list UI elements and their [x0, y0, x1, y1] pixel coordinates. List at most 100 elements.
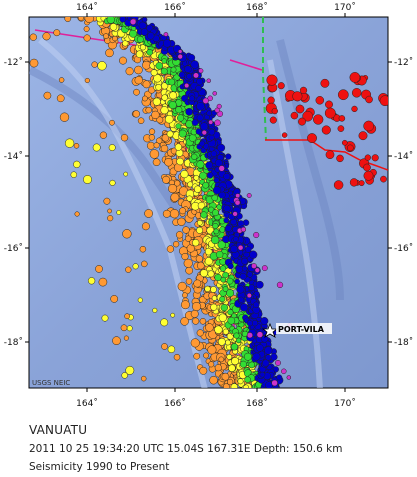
- quake-shallow: [199, 366, 208, 375]
- quake-deep: [264, 346, 273, 355]
- quake-deep: [141, 17, 148, 23]
- lon-label-bottom-1: 164˚: [76, 398, 98, 409]
- lat-label-left-1: -12˚: [4, 57, 23, 68]
- quake-shallow: [193, 279, 202, 288]
- quake-intermediate: [188, 134, 197, 142]
- quake-shallow: [214, 364, 222, 372]
- quake-intermediate: [191, 153, 198, 160]
- quake-deep: [187, 53, 196, 62]
- quake-outlier: [120, 134, 129, 142]
- quake-outlier: [43, 91, 52, 100]
- quake-deep: [259, 371, 266, 378]
- quake-deepest: [321, 125, 331, 135]
- quake-shallow: [151, 110, 160, 120]
- quake-outlier: [97, 61, 107, 71]
- quake-shallow: [64, 17, 72, 22]
- quake-shallow: [193, 352, 201, 360]
- quake-outlier: [87, 277, 96, 285]
- quake-shallow: [180, 300, 190, 310]
- quake-mid: [237, 378, 244, 385]
- quake-deepest: [281, 132, 288, 138]
- quake-mid: [204, 257, 214, 266]
- quake-shallow: [162, 209, 171, 218]
- quake-shallow: [145, 106, 152, 114]
- lat-label-left-2: -14˚: [4, 151, 23, 162]
- quake-deepest: [325, 150, 335, 160]
- quake-mid: [139, 44, 147, 51]
- quake-mid: [243, 384, 250, 388]
- quake-mid: [109, 23, 118, 31]
- quake-mid: [211, 295, 218, 301]
- quake-deepest: [365, 95, 373, 104]
- quake-shallow: [175, 231, 184, 239]
- quake-deep: [186, 73, 193, 80]
- quake-deep: [260, 317, 269, 325]
- lon-label-bottom-4: 170˚: [334, 398, 356, 409]
- quake-deep: [255, 280, 264, 289]
- quake-deep: [246, 271, 254, 278]
- lon-ticks-top: [86, 13, 346, 17]
- lat-labels-left: -12˚ -14˚ -16˚ -18˚: [4, 57, 23, 348]
- quake-shallow: [180, 317, 189, 326]
- quake-intermediate: [196, 160, 205, 169]
- quake-very-deep: [129, 18, 137, 25]
- quake-mid: [210, 303, 218, 311]
- quake-shallow: [132, 110, 140, 118]
- quake-deep: [236, 285, 245, 294]
- quake-very-deep: [214, 107, 220, 113]
- quake-outlier: [59, 112, 70, 122]
- quake-deep: [223, 172, 231, 181]
- quake-mid: [196, 226, 204, 234]
- quake-intermediate: [217, 240, 226, 249]
- quake-outlier: [120, 324, 128, 332]
- quake-very-deep: [232, 211, 238, 217]
- quake-deepest: [379, 95, 388, 107]
- quake-outlier: [73, 143, 80, 149]
- quake-deepest: [313, 114, 324, 125]
- quake-deepest: [267, 96, 275, 104]
- quake-shallow: [156, 137, 163, 144]
- map-credit: USGS NEIC: [32, 379, 70, 387]
- quake-intermediate: [212, 222, 219, 230]
- quake-deep: [195, 128, 203, 135]
- quake-deepest: [349, 178, 359, 187]
- quake-outlier: [107, 215, 114, 222]
- quake-outlier: [125, 266, 132, 273]
- quake-shallow: [166, 245, 175, 253]
- quake-deep: [138, 21, 147, 30]
- quake-intermediate: [244, 376, 251, 383]
- quake-mid: [225, 339, 231, 346]
- quake-deepest: [351, 88, 362, 98]
- quake-mid: [210, 286, 217, 293]
- quake-outlier: [84, 77, 90, 84]
- quake-shallow: [177, 281, 187, 291]
- quake-shallow: [196, 261, 205, 270]
- quake-intermediate: [233, 332, 240, 339]
- quake-mid: [169, 91, 178, 100]
- quake-deepest: [333, 180, 344, 190]
- quake-deepest: [320, 78, 330, 88]
- quake-deepest: [336, 154, 344, 163]
- quake-shallow: [172, 241, 180, 248]
- quake-deepest: [351, 105, 358, 113]
- quake-deepest: [346, 144, 354, 152]
- quake-very-deep: [286, 375, 292, 380]
- quake-intermediate: [235, 337, 242, 344]
- quake-outlier: [99, 131, 108, 139]
- quake-shallow: [186, 244, 195, 253]
- map-title: VANUATU: [29, 423, 88, 437]
- quake-shallow: [137, 117, 145, 124]
- quake-intermediate: [219, 265, 227, 272]
- quake-deep: [238, 296, 245, 303]
- quake-deep: [230, 245, 239, 254]
- quake-intermediate: [211, 235, 220, 245]
- quake-shallow: [169, 209, 180, 219]
- lon-labels-bottom: 164˚ 166˚ 168˚ 170˚: [76, 398, 356, 409]
- quake-deep: [225, 153, 232, 160]
- quake-mid: [160, 106, 169, 115]
- quake-deep: [265, 354, 272, 361]
- quake-shallow: [105, 48, 114, 58]
- quake-deepest: [302, 110, 314, 122]
- quake-deep: [262, 359, 270, 367]
- quake-mid: [193, 174, 200, 181]
